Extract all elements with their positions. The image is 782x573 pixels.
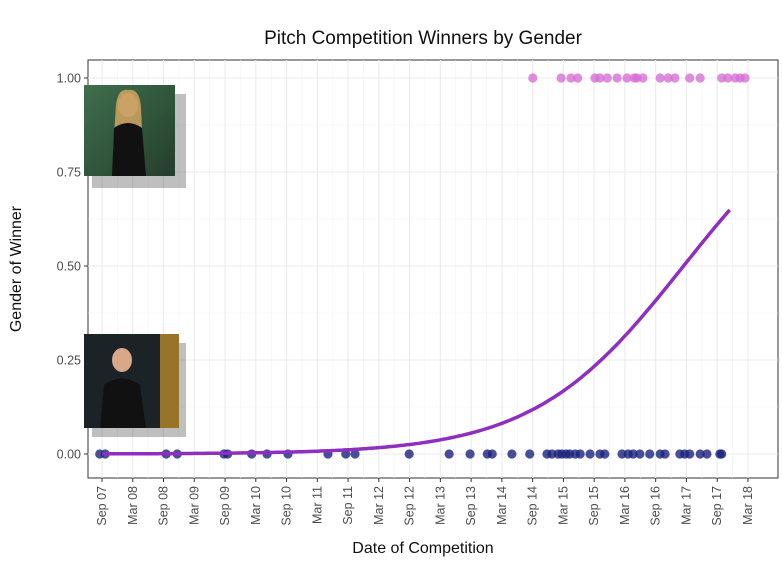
male-point bbox=[487, 449, 497, 459]
x-tick-label: Mar 11 bbox=[310, 486, 324, 524]
x-tick-label: Sep 12 bbox=[403, 486, 417, 526]
y-tick-label: 0.25 bbox=[57, 354, 81, 368]
male-point bbox=[575, 449, 585, 459]
grid-lines bbox=[88, 60, 778, 478]
x-axis-label: Date of Competition bbox=[352, 540, 493, 557]
winner-photos bbox=[84, 85, 186, 437]
x-tick-label: Sep 15 bbox=[587, 486, 601, 526]
x-tick-label: Mar 10 bbox=[249, 486, 263, 525]
male-point bbox=[717, 449, 727, 459]
male-point bbox=[525, 449, 535, 459]
male-point bbox=[628, 449, 638, 459]
x-tick-label: Mar 16 bbox=[618, 486, 632, 525]
female-point bbox=[723, 73, 733, 83]
x-tick-label: Sep 13 bbox=[464, 486, 478, 526]
male-point bbox=[645, 449, 655, 459]
male-point bbox=[695, 449, 705, 459]
male-point bbox=[702, 449, 712, 459]
x-tick-label: Sep 10 bbox=[280, 486, 294, 526]
logistic-fit-line bbox=[102, 208, 732, 456]
y-axis-label: Gender of Winner bbox=[8, 205, 25, 332]
male-point bbox=[507, 449, 517, 459]
female-point bbox=[612, 73, 622, 83]
x-tick-label: Mar 17 bbox=[679, 486, 693, 525]
male-point bbox=[350, 449, 360, 459]
male-point bbox=[444, 449, 454, 459]
male-point bbox=[600, 449, 610, 459]
female-winner-photo bbox=[84, 85, 186, 188]
x-tick-label: Sep 11 bbox=[341, 486, 355, 525]
x-tick-label: Mar 15 bbox=[556, 486, 570, 525]
y-tick-label: 0.75 bbox=[57, 166, 81, 180]
male-winner-photo bbox=[84, 334, 186, 437]
female-point bbox=[566, 73, 576, 83]
x-tick-label: Mar 14 bbox=[495, 486, 509, 525]
x-tick-label: Sep 16 bbox=[649, 486, 663, 526]
data-points bbox=[95, 73, 750, 459]
male-point bbox=[465, 449, 475, 459]
plot-panel bbox=[87, 59, 779, 479]
x-tick-label: Sep 17 bbox=[710, 486, 724, 526]
female-point bbox=[740, 73, 750, 83]
x-tick-label: Mar 18 bbox=[741, 486, 755, 525]
x-tick-label: Mar 09 bbox=[187, 486, 201, 525]
female-point bbox=[695, 73, 705, 83]
chart-title: Pitch Competition Winners by Gender bbox=[264, 28, 583, 49]
x-tick-label: Mar 08 bbox=[126, 486, 140, 525]
male-point bbox=[685, 449, 695, 459]
y-tick-label: 1.00 bbox=[57, 72, 81, 86]
x-tick-label: Sep 09 bbox=[218, 486, 232, 526]
female-point bbox=[622, 73, 632, 83]
female-point bbox=[556, 73, 566, 83]
axes: Sep 07 Mar 08 Sep 08 Mar 09 Sep 09 Mar 10 Sep … bbox=[57, 72, 755, 526]
female-point bbox=[602, 73, 612, 83]
male-point bbox=[635, 449, 645, 459]
female-point bbox=[670, 73, 680, 83]
female-point bbox=[685, 73, 695, 83]
y-tick-label: 0.50 bbox=[57, 260, 81, 274]
female-point bbox=[528, 73, 538, 83]
male-point bbox=[404, 449, 414, 459]
female-point bbox=[595, 73, 605, 83]
x-tick-label: Sep 14 bbox=[526, 486, 540, 526]
male-point bbox=[660, 449, 670, 459]
female-point bbox=[663, 73, 673, 83]
female-point bbox=[655, 73, 665, 83]
female-point bbox=[638, 73, 648, 83]
x-tick-label: Mar 12 bbox=[372, 486, 386, 525]
x-tick-label: Sep 07 bbox=[95, 486, 109, 526]
female-point bbox=[573, 73, 583, 83]
y-tick-label: 0.00 bbox=[57, 448, 81, 462]
male-point bbox=[585, 449, 595, 459]
x-tick-label: Sep 08 bbox=[157, 486, 171, 526]
x-tick-label: Mar 13 bbox=[433, 486, 447, 525]
